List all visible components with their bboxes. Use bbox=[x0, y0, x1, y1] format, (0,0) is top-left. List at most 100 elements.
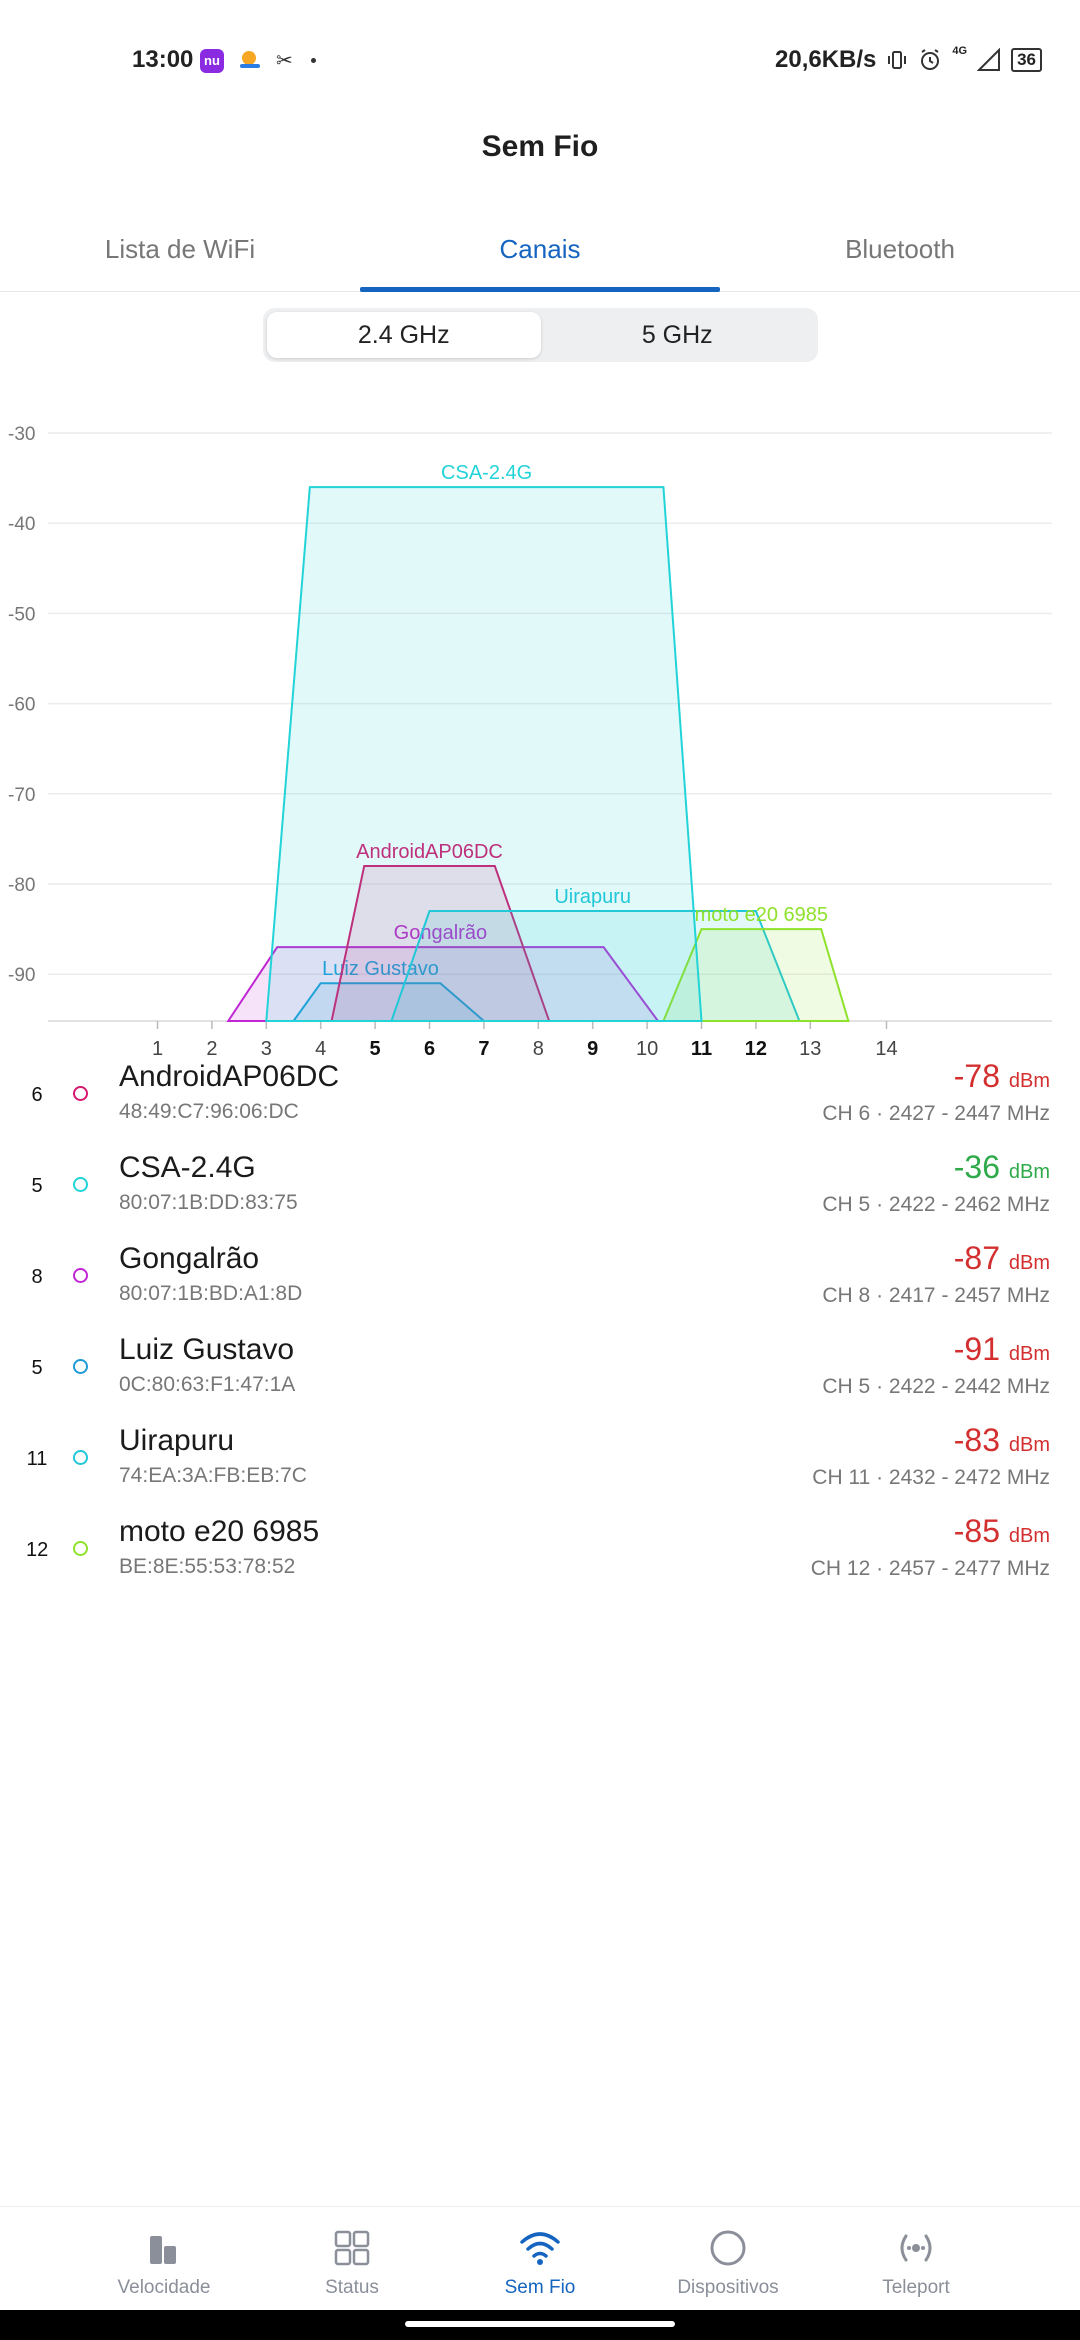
x-tick-label: 12 bbox=[745, 1038, 767, 1060]
network-row[interactable]: 6 AndroidAP06DC 48:49:C7:96:06:DC -78 dBm CH… bbox=[0, 1054, 1080, 1145]
battery-icon: 36 bbox=[1011, 48, 1042, 72]
y-tick-label: -60 bbox=[8, 695, 35, 716]
tab-wifi-list[interactable]: Lista de WiFi bbox=[104, 234, 256, 264]
x-tick-label: 8 bbox=[533, 1038, 544, 1060]
x-tick-label: 9 bbox=[587, 1038, 598, 1060]
network-color-dot bbox=[73, 1359, 88, 1374]
nav-label-teleport: Teleport bbox=[882, 2277, 950, 2298]
status-right: 20,6KB/s 4G 36 bbox=[775, 46, 1042, 74]
x-tick-label: 10 bbox=[636, 1038, 658, 1060]
more-notifications-icon bbox=[310, 58, 316, 63]
network-mac: 0C:80:63:F1:47:1A bbox=[119, 1373, 296, 1396]
nubank-icon: nu bbox=[200, 48, 224, 73]
network-mac: 80:07:1B:BD:A1:8D bbox=[119, 1282, 303, 1305]
network-band-label: Luiz Gustavo bbox=[322, 958, 439, 980]
tab-bluetooth[interactable]: Bluetooth bbox=[845, 234, 955, 264]
network-band-label: Gongalrão bbox=[394, 922, 487, 944]
network-frequency: CH 5 · 2422 - 2442 MHz bbox=[822, 1375, 1050, 1398]
nav-teleport[interactable]: Teleport bbox=[831, 2207, 1001, 2310]
nav-label-velocidade: Velocidade bbox=[117, 2277, 211, 2298]
network-ssid: Luiz Gustavo bbox=[119, 1333, 295, 1366]
notification-icons: nu ✂ bbox=[200, 48, 316, 73]
network-color-dot bbox=[73, 1450, 88, 1465]
x-tick-label: 7 bbox=[478, 1038, 489, 1060]
network-row[interactable]: 8 Gongalrão 80:07:1B:BD:A1:8D -87 dBm CH 8 ·… bbox=[0, 1236, 1080, 1327]
x-tick-label: 3 bbox=[261, 1038, 272, 1060]
network-signal: -87 dBm bbox=[954, 1240, 1050, 1277]
network-band-label: AndroidAP06DC bbox=[356, 841, 503, 863]
nav-dispositivos[interactable]: Dispositivos bbox=[643, 2207, 813, 2310]
y-tick-label: -50 bbox=[8, 604, 35, 625]
channel-chart: -30 -40 -50 -60 -70 -80 -90 1 2 3 4 5 6 7 8 9 10 11 12 13 14… bbox=[0, 410, 1080, 1060]
network-row[interactable]: 11 Uirapuru 74:EA:3A:FB:EB:7C -83 dBm CH 11 … bbox=[0, 1418, 1080, 1509]
network-signal: -78 dBm bbox=[954, 1058, 1050, 1095]
network-mac: BE:8E:55:53:78:52 bbox=[119, 1555, 296, 1578]
weather-icon bbox=[238, 49, 262, 73]
band-2-4ghz-button[interactable]: 2.4 GHz bbox=[267, 312, 541, 358]
network-signal-value: -36 bbox=[953, 1149, 1000, 1185]
network-color-dot bbox=[73, 1086, 88, 1101]
network-signal-unit: dBm bbox=[1008, 1070, 1050, 1092]
nav-label-status: Status bbox=[325, 2277, 379, 2298]
network-frequency: CH 5 · 2422 - 2462 MHz bbox=[822, 1193, 1050, 1216]
network-color-dot bbox=[73, 1177, 88, 1192]
tab-bar: Lista de WiFi Canais Bluetooth bbox=[0, 210, 1080, 292]
network-signal-value: -85 bbox=[953, 1513, 1000, 1549]
network-type-badge: 4G bbox=[952, 45, 968, 57]
network-mac: 48:49:C7:96:06:DC bbox=[119, 1100, 299, 1123]
nav-status[interactable]: Status bbox=[267, 2207, 437, 2310]
network-frequency: CH 6 · 2427 - 2447 MHz bbox=[822, 1102, 1050, 1125]
net-speed: 20,6KB/s bbox=[775, 46, 877, 73]
network-ssid: Gongalrão bbox=[119, 1242, 260, 1275]
network-signal-value: -78 bbox=[953, 1058, 1000, 1094]
network-ssid: CSA-2.4G bbox=[119, 1151, 256, 1184]
network-frequency: CH 12 · 2457 - 2477 MHz bbox=[810, 1557, 1050, 1580]
nav-label-sem-fio: Sem Fio bbox=[504, 2277, 576, 2298]
network-color-dot bbox=[73, 1268, 88, 1283]
network-ssid: moto e20 6985 bbox=[119, 1515, 320, 1548]
grid-icon bbox=[267, 2227, 437, 2269]
network-channel: 12 bbox=[26, 1539, 49, 1561]
network-signal-value: -83 bbox=[953, 1422, 1000, 1458]
network-signal-unit: dBm bbox=[1008, 1252, 1050, 1274]
page-title: Sem Fio bbox=[481, 130, 599, 163]
x-tick-label: 6 bbox=[424, 1038, 435, 1060]
network-list: 6 AndroidAP06DC 48:49:C7:96:06:DC -78 dBm CH… bbox=[0, 1054, 1080, 1600]
x-tick-label: 1 bbox=[152, 1038, 163, 1060]
network-signal: -91 dBm bbox=[954, 1331, 1050, 1368]
network-ssid: AndroidAP06DC bbox=[119, 1060, 340, 1093]
capcut-icon: ✂ bbox=[276, 50, 293, 72]
network-signal: -83 dBm bbox=[954, 1422, 1050, 1459]
network-frequency: CH 8 · 2417 - 2457 MHz bbox=[822, 1284, 1050, 1307]
network-channel: 8 bbox=[31, 1266, 43, 1288]
channel-chart-svg: -30-40-50-60-70-80-901 2 3 4 5 6 7 8 9 10 11 12 13 14… bbox=[8, 424, 1052, 1060]
y-tick-label: -70 bbox=[8, 785, 35, 806]
nav-sem-fio[interactable]: Sem Fio bbox=[455, 2207, 625, 2310]
network-row[interactable]: 5 CSA-2.4G 80:07:1B:DD:83:75 -36 dBm CH 5 · … bbox=[0, 1145, 1080, 1236]
y-tick-label: -90 bbox=[8, 965, 35, 986]
band-toggle: 2.4 GHz 5 GHz bbox=[263, 308, 818, 362]
network-frequency: CH 11 · 2432 - 2472 MHz bbox=[812, 1466, 1050, 1489]
network-band-label: moto e20 6985 bbox=[695, 904, 828, 926]
network-mac: 74:EA:3A:FB:EB:7C bbox=[119, 1464, 307, 1487]
nav-velocidade[interactable]: Velocidade bbox=[79, 2207, 249, 2310]
network-signal-unit: dBm bbox=[1008, 1161, 1050, 1183]
network-signal-unit: dBm bbox=[1008, 1525, 1050, 1547]
x-tick-label: 11 bbox=[691, 1038, 712, 1060]
home-indicator[interactable] bbox=[405, 2321, 675, 2327]
network-channel: 5 bbox=[31, 1175, 43, 1197]
x-tick-label: 2 bbox=[206, 1038, 217, 1060]
network-mac: 80:07:1B:DD:83:75 bbox=[119, 1191, 298, 1214]
network-row[interactable]: 5 Luiz Gustavo 0C:80:63:F1:47:1A -91 dBm CH … bbox=[0, 1327, 1080, 1418]
network-signal-unit: dBm bbox=[1008, 1434, 1050, 1456]
band-5ghz-button[interactable]: 5 GHz bbox=[641, 321, 713, 349]
network-ssid: Uirapuru bbox=[119, 1424, 235, 1457]
x-tick-label: 5 bbox=[370, 1038, 381, 1060]
network-band-shape bbox=[265, 486, 703, 1022]
network-channel: 11 bbox=[26, 1448, 48, 1470]
tab-channels[interactable]: Canais bbox=[360, 210, 720, 292]
y-tick-label: -30 bbox=[8, 424, 35, 445]
teleport-icon bbox=[831, 2227, 1001, 2269]
network-row[interactable]: 12 moto e20 6985 BE:8E:55:53:78:52 -85 dBm C… bbox=[0, 1509, 1080, 1600]
